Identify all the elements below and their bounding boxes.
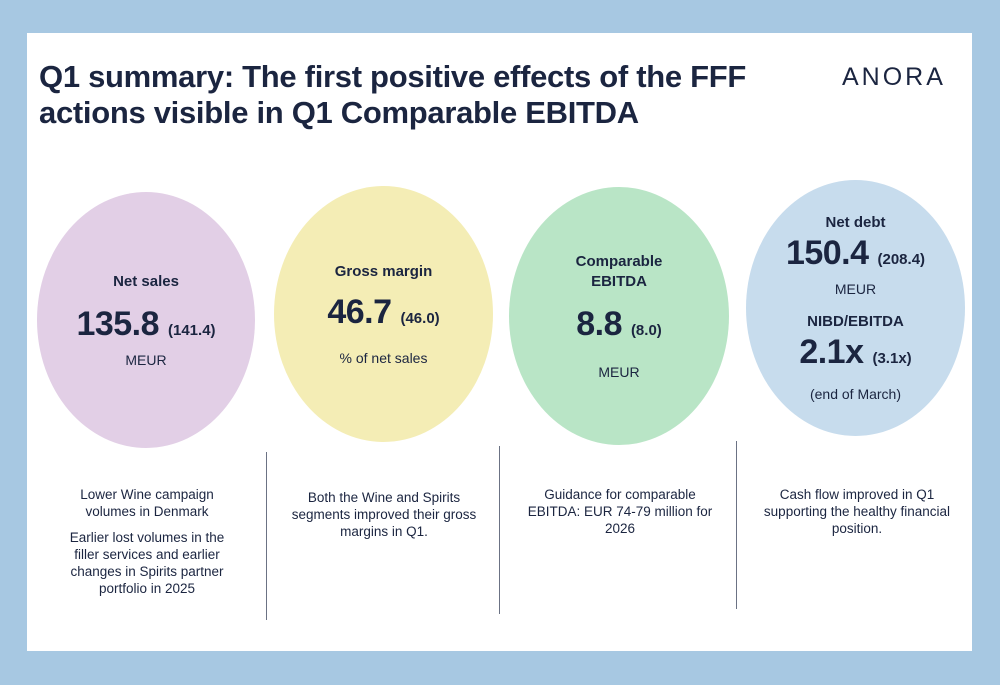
divider	[499, 446, 500, 614]
kpi-previous-value: (46.0)	[400, 309, 440, 327]
kpi-comparable-ebitda: Comparable EBITDA 8.8 (8.0) MEUR	[509, 187, 729, 445]
kpi-unit: MEUR	[598, 363, 640, 380]
note-text: Cash flow improved in Q1 supporting the …	[763, 487, 951, 536]
slide: Q1 summary: The first positive effects o…	[27, 33, 972, 651]
note-net-debt: Cash flow improved in Q1 supporting the …	[762, 486, 952, 546]
kpi-previous-value: (8.0)	[630, 321, 662, 339]
kpi-value-number: 135.8	[76, 304, 160, 343]
anora-logo: ANORA	[842, 63, 946, 91]
kpi-gross-margin: Gross margin 46.7 (46.0) % of net sales	[274, 186, 493, 442]
note-text: Guidance for comparable EBITDA: EUR 74-7…	[527, 487, 713, 536]
kpi-unit: (end of March)	[809, 386, 902, 402]
note-net-sales: Lower Wine campaign volumes in Denmark E…	[62, 486, 232, 606]
kpi-previous-value: (141.4)	[168, 321, 216, 339]
kpi-unit: MEUR	[125, 351, 167, 368]
kpi-value-number: 2.1x	[799, 333, 864, 371]
kpi-label: Net debt	[825, 214, 886, 231]
kpi-net-debt: Net debt 150.4 (208.4) MEUR NIBD/EBITDA …	[746, 180, 965, 436]
note-text: Both the Wine and Spirits segments impro…	[291, 490, 477, 539]
kpi-value: 46.7 (46.0)	[327, 292, 439, 339]
kpi-value-number: 46.7	[327, 292, 392, 331]
divider	[266, 452, 267, 620]
kpi-unit: % of net sales	[339, 349, 428, 366]
kpi-label: Net sales	[113, 272, 179, 290]
kpi-label-line2: EBITDA	[591, 272, 647, 290]
kpi-value: 150.4 (208.4)	[786, 233, 925, 280]
kpi-unit: MEUR	[834, 281, 877, 297]
note-text: Lower Wine campaign volumes in Denmark	[80, 487, 214, 519]
kpi-value-number: 8.8	[576, 304, 622, 343]
kpi-previous-value: (208.4)	[877, 251, 926, 268]
kpi-label: Gross margin	[334, 262, 433, 280]
kpi-previous-value: (3.1x)	[872, 350, 912, 367]
kpi-value-number: 150.4	[785, 234, 869, 272]
divider	[736, 441, 737, 609]
note-gross-margin: Both the Wine and Spirits segments impro…	[289, 489, 479, 549]
kpi-net-sales: Net sales 135.8 (141.4) MEUR	[37, 192, 255, 448]
note-comparable-ebitda: Guidance for comparable EBITDA: EUR 74-7…	[525, 486, 715, 546]
kpi-value-nibd-ebitda: 2.1x (3.1x)	[799, 332, 911, 379]
page-title: Q1 summary: The first positive effects o…	[39, 59, 747, 130]
kpi-value: 135.8 (141.4)	[76, 304, 215, 351]
kpi-label-line1: Comparable	[575, 252, 663, 270]
kpi-value: 8.8 (8.0)	[576, 304, 662, 351]
note-text: Earlier lost volumes in the filler servi…	[69, 530, 225, 596]
kpi-label-nibd-ebitda: NIBD/EBITDA	[807, 313, 904, 330]
